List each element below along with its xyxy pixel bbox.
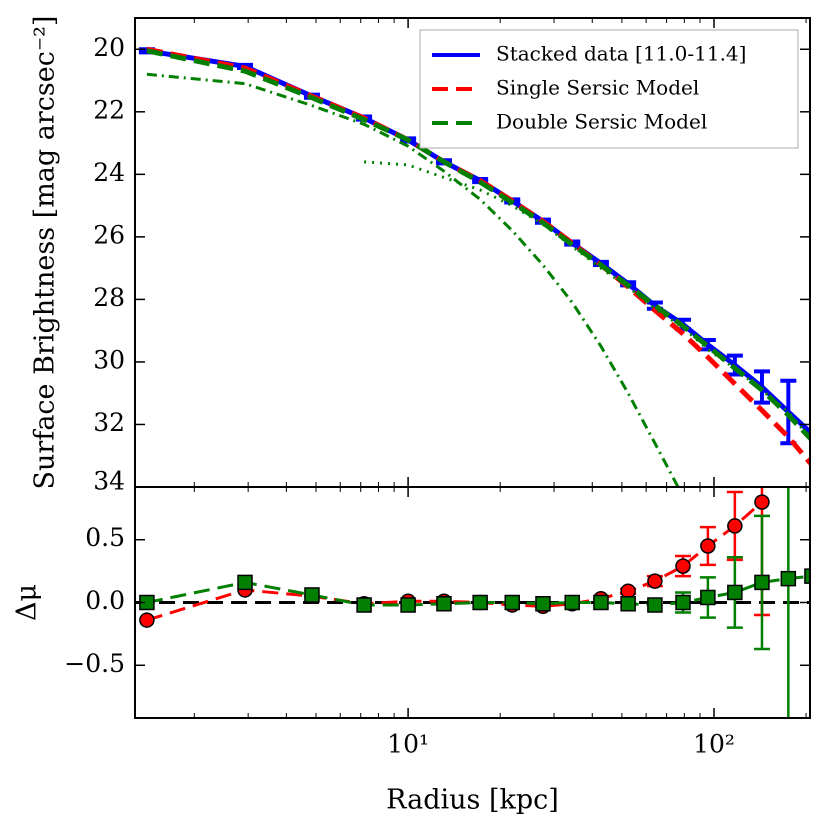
marker <box>593 594 609 611</box>
marker <box>804 568 810 584</box>
y-tick-label: 32 <box>93 408 125 437</box>
marker <box>780 570 797 587</box>
plot-area <box>138 46 810 487</box>
marker <box>504 594 520 611</box>
marker <box>564 594 580 611</box>
marker <box>647 573 663 589</box>
marker <box>356 597 372 613</box>
marker <box>237 574 253 591</box>
marker <box>400 597 416 613</box>
marker <box>647 597 663 613</box>
y-axis-label: Δμ <box>12 584 43 621</box>
marker <box>675 594 691 611</box>
marker <box>754 574 770 591</box>
x-tick-label: 10¹ <box>387 730 429 759</box>
y-tick-label: 28 <box>93 283 125 312</box>
y-tick-label: −0.5 <box>64 649 125 678</box>
y-tick-label: 22 <box>93 95 125 124</box>
series-line <box>363 160 810 441</box>
series-line <box>146 72 680 487</box>
y-tick-label: 30 <box>93 345 125 374</box>
y-tick-label: 0.0 <box>85 586 125 615</box>
x-axis-label: Radius [kpc] <box>386 785 559 816</box>
legend-label: Double Sersic Model <box>496 110 707 134</box>
y-tick-label: 24 <box>93 158 125 187</box>
axes-frame <box>134 486 811 719</box>
marker <box>727 584 743 601</box>
legend-label: Single Sersic Model <box>496 76 699 100</box>
marker <box>754 494 770 510</box>
legend-label: Stacked data [11.0-11.4] <box>496 42 746 66</box>
y-axis-label: Surface Brightness [mag arcsec⁻²] <box>30 16 61 490</box>
y-tick-label: 0.5 <box>85 523 125 552</box>
marker <box>700 538 716 554</box>
marker <box>304 587 320 603</box>
legend-box <box>419 29 799 149</box>
y-tick-label: 20 <box>93 33 125 62</box>
marker <box>700 589 716 606</box>
marker <box>472 594 488 611</box>
marker <box>436 596 452 612</box>
y-tick-label: 34 <box>93 467 125 496</box>
marker <box>675 558 691 574</box>
marker <box>139 612 155 628</box>
x-tick-label: 10² <box>693 730 735 759</box>
marker <box>535 596 551 612</box>
marker <box>727 518 743 534</box>
marker <box>620 596 636 612</box>
y-tick-label: 26 <box>93 220 125 249</box>
plot-area <box>135 487 810 718</box>
